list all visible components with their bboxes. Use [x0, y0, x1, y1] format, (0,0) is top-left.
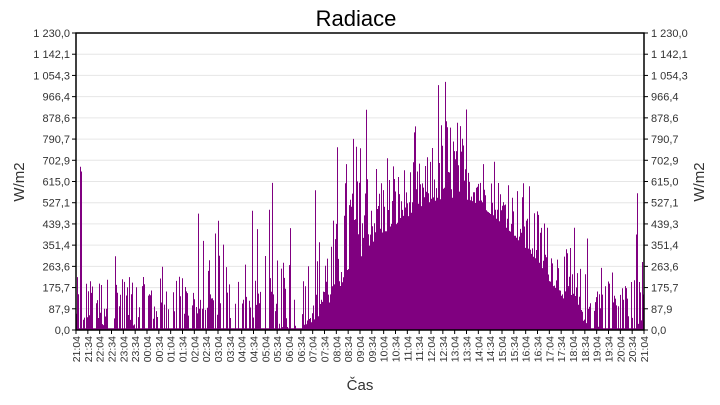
x-tick-label: 17:34 [556, 336, 568, 362]
chart-title: Radiace [316, 6, 397, 31]
y-tick-label: 87,9 [651, 304, 672, 316]
x-tick-label: 20:34 [627, 336, 639, 362]
x-tick-label: 04:04 [237, 336, 249, 362]
y-tick-label: 87,9 [49, 304, 70, 316]
y-tick-label: 527,1 [651, 198, 679, 210]
x-tick-label: 03:04 [213, 336, 225, 362]
x-tick-label: 14:04 [473, 336, 485, 362]
y-tick-label: 0,0 [651, 325, 666, 337]
x-tick-label: 11:04 [402, 336, 414, 362]
y-tick-label: 878,6 [42, 113, 70, 125]
x-tick-label: 09:34 [367, 336, 379, 362]
x-tick-label: 19:04 [592, 336, 604, 362]
radiation-bars [76, 81, 644, 330]
x-tick-label: 18:04 [568, 336, 580, 362]
x-tick-label: 22:04 [95, 336, 107, 362]
y-axis-label-right: W/m2 [691, 162, 708, 201]
y-tick-label: 1 054,3 [33, 70, 70, 82]
x-tick-label: 01:04 [166, 336, 178, 362]
x-tick-label: 03:34 [225, 336, 237, 362]
y-axis-left: 0,0 87,9 175,7 263,6 351,4 439,3 527,1 615,0 702… [33, 28, 76, 337]
y-tick-label: 615,0 [42, 177, 70, 189]
y-tick-label: 1 230,0 [33, 28, 70, 40]
x-tick-label: 07:04 [308, 336, 320, 362]
x-tick-label: 04:34 [249, 336, 261, 362]
y-tick-label: 351,4 [42, 240, 70, 252]
y-axis-label-left: W/m2 [11, 162, 28, 201]
x-tick-label: 02:34 [201, 336, 213, 362]
x-tick-label: 20:04 [615, 336, 627, 362]
x-tick-label: 19:34 [604, 336, 616, 362]
y-tick-label: 439,3 [651, 219, 679, 231]
data-series-radiace [76, 81, 644, 330]
y-axis-right: 0,0 87,9 175,7 263,6 351,4 439,3 527,1 615,0 702… [644, 28, 688, 337]
x-tick-label: 21:04 [639, 336, 651, 362]
x-tick-label: 09:04 [355, 336, 367, 362]
y-tick-label: 1 142,1 [33, 49, 70, 61]
y-tick-label: 615,0 [651, 177, 679, 189]
x-tick-label: 05:34 [272, 336, 284, 362]
x-tick-label: 05:04 [260, 336, 272, 362]
x-tick-label: 16:04 [521, 336, 533, 362]
x-tick-label: 22:34 [107, 336, 119, 362]
x-tick-label: 18:34 [580, 336, 592, 362]
y-tick-label: 966,4 [651, 92, 679, 104]
x-tick-label: 21:34 [83, 336, 95, 362]
x-tick-label: 14:34 [485, 336, 497, 362]
x-tick-label: 01:34 [178, 336, 190, 362]
y-tick-label: 1 054,3 [651, 70, 688, 82]
x-tick-label: 17:04 [544, 336, 556, 362]
x-tick-label: 12:34 [438, 336, 450, 362]
x-tick-label: 23:34 [130, 336, 142, 362]
x-axis: 21:04 21:34 22:04 22:34 23:04 23:34 00:04 00:34… [71, 330, 651, 362]
y-tick-label: 527,1 [42, 198, 70, 210]
y-tick-label: 790,7 [42, 134, 70, 146]
x-tick-label: 06:04 [284, 336, 296, 362]
y-tick-label: 966,4 [42, 92, 70, 104]
y-tick-label: 263,6 [651, 261, 679, 273]
x-tick-label: 21:04 [71, 336, 83, 362]
x-tick-label: 07:34 [320, 336, 332, 362]
x-tick-label: 13:04 [450, 336, 462, 362]
y-tick-label: 175,7 [651, 283, 679, 295]
x-tick-label: 00:04 [142, 336, 154, 362]
y-tick-label: 878,6 [651, 113, 679, 125]
x-axis-label: Čas [347, 377, 374, 394]
x-tick-label: 10:34 [391, 336, 403, 362]
y-tick-label: 439,3 [42, 219, 70, 231]
x-tick-label: 08:04 [331, 336, 343, 362]
x-tick-label: 10:04 [379, 336, 391, 362]
x-tick-label: 02:04 [189, 336, 201, 362]
x-tick-label: 08:34 [343, 336, 355, 362]
x-tick-label: 00:34 [154, 336, 166, 362]
y-tick-label: 0,0 [55, 325, 70, 337]
y-tick-label: 702,9 [42, 155, 70, 167]
y-tick-label: 263,6 [42, 261, 70, 273]
x-tick-label: 06:34 [296, 336, 308, 362]
y-tick-label: 1 142,1 [651, 49, 688, 61]
x-tick-label: 15:04 [497, 336, 509, 362]
y-tick-label: 790,7 [651, 134, 679, 146]
y-tick-label: 351,4 [651, 240, 679, 252]
y-tick-label: 175,7 [42, 283, 70, 295]
y-tick-label: 702,9 [651, 155, 679, 167]
x-tick-label: 13:34 [462, 336, 474, 362]
x-tick-label: 23:04 [118, 336, 130, 362]
y-tick-label: 1 230,0 [651, 28, 688, 40]
x-tick-label: 11:34 [414, 336, 426, 362]
x-tick-label: 15:34 [509, 336, 521, 362]
x-tick-label: 16:34 [533, 336, 545, 362]
x-tick-label: 12:04 [426, 336, 438, 362]
